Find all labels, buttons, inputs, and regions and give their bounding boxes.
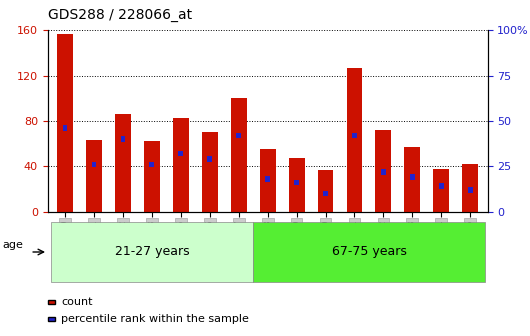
Bar xyxy=(120,136,125,142)
Bar xyxy=(173,118,189,212)
Text: age: age xyxy=(3,240,23,250)
Bar xyxy=(410,174,415,180)
Bar xyxy=(207,156,212,162)
Text: 67-75 years: 67-75 years xyxy=(331,246,407,258)
Bar xyxy=(57,34,73,212)
Bar xyxy=(63,125,67,131)
Bar xyxy=(439,183,444,189)
Bar xyxy=(434,169,449,212)
Bar xyxy=(404,147,420,212)
Text: count: count xyxy=(61,297,92,307)
Bar xyxy=(375,130,391,212)
Bar xyxy=(260,149,276,212)
Bar xyxy=(179,151,183,157)
Bar xyxy=(92,162,96,167)
Text: GDS288 / 228066_at: GDS288 / 228066_at xyxy=(48,8,192,22)
Bar xyxy=(347,68,363,212)
Bar xyxy=(149,162,154,167)
Bar xyxy=(265,176,270,182)
Bar xyxy=(115,114,131,212)
Bar xyxy=(323,191,328,196)
Bar xyxy=(86,140,102,212)
Bar xyxy=(289,158,305,212)
Bar xyxy=(144,141,160,212)
Bar xyxy=(317,170,333,212)
Bar xyxy=(468,187,473,193)
Bar xyxy=(381,169,386,175)
Bar xyxy=(462,164,478,212)
Bar xyxy=(294,180,299,185)
Text: percentile rank within the sample: percentile rank within the sample xyxy=(61,314,249,324)
Bar xyxy=(202,132,218,212)
Bar xyxy=(231,98,246,212)
Bar xyxy=(236,133,241,138)
Text: 21-27 years: 21-27 years xyxy=(114,246,189,258)
Bar xyxy=(352,133,357,138)
